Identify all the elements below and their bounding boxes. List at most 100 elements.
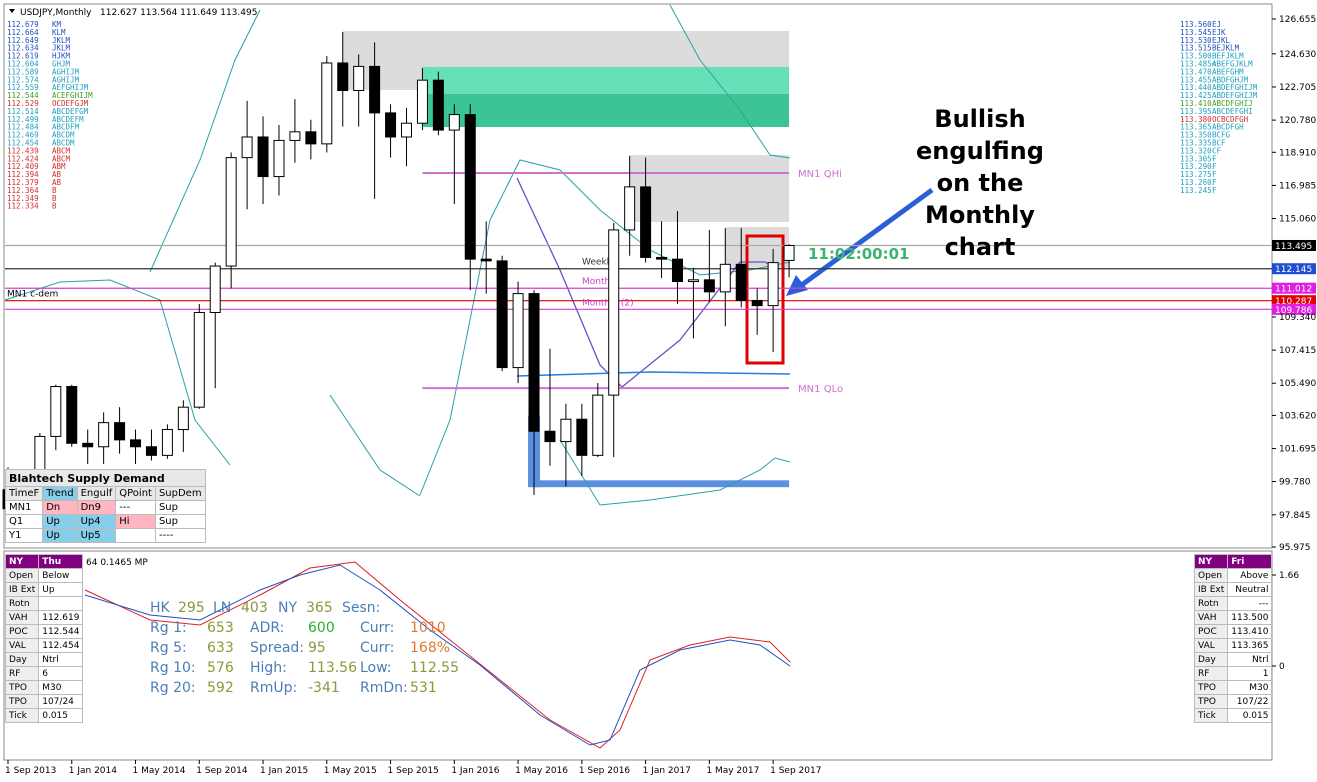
stat-value: 576 (207, 660, 234, 676)
row: TPO M30 (1193, 680, 1273, 695)
line-label: Monthly (582, 277, 619, 287)
y-tick-label: 103.620 (1279, 411, 1316, 421)
profile-tpo: ABEFGHM (1212, 67, 1244, 76)
profile-tpo: JKLM (52, 36, 71, 45)
profile-price: 112.649 (7, 36, 39, 45)
cell-value: 0.015 (38, 708, 84, 723)
cell: Up (42, 528, 78, 543)
profile-tpo: AGHIJM (52, 75, 80, 84)
stat-value: 1010 (410, 620, 446, 636)
cell: Up (42, 514, 78, 529)
profile-tpo: EJKL (1212, 36, 1231, 45)
cell-label: VAH (1193, 610, 1229, 625)
cell-value (38, 596, 84, 611)
annotation: on the (937, 169, 1024, 197)
cell-value: Ntrl (1227, 652, 1273, 667)
row: POC 112.544 (4, 624, 84, 639)
stat-value: 365 (306, 600, 333, 616)
candle-body (241, 136, 253, 159)
header: Engulf (76, 486, 117, 501)
head: Fri (1227, 554, 1273, 569)
purple-line (516, 177, 779, 388)
profile-tpo: F (1212, 154, 1217, 163)
highlight-box (745, 234, 785, 365)
cell-label: Tick (4, 708, 40, 723)
x-tick-label: 1 May 2014 (133, 766, 186, 776)
profile-tpo: BEFJKLM (1212, 52, 1244, 61)
candle-body (337, 62, 349, 92)
candle-body (671, 258, 683, 283)
candle-body (512, 293, 524, 369)
cell-label: RF (4, 666, 40, 681)
y-tick-label: 124.630 (1279, 50, 1316, 60)
candle-body (560, 418, 572, 443)
profile-price: 113.500 (1180, 52, 1212, 61)
stat-label: LN (213, 600, 231, 616)
cell-label: Day (4, 652, 40, 667)
price-tag-bg (1272, 239, 1316, 251)
profile-tpo: ABM (52, 162, 66, 171)
cell-value: Up (38, 582, 84, 597)
annotation: Bullish (934, 105, 1025, 133)
annotation: Monthly (925, 201, 1035, 229)
zone (629, 155, 790, 222)
row: NY Fri (1193, 554, 1273, 569)
y-tick-label: 120.780 (1279, 116, 1316, 126)
y-tick-label: 122.705 (1279, 83, 1316, 93)
profile-price: 113.455 (1180, 75, 1212, 84)
profile-price: 113.305 (1180, 154, 1212, 163)
profile-tpo: F (1212, 186, 1217, 195)
header: SupDem (154, 486, 206, 501)
cell (115, 528, 156, 543)
countdown: 11:02:00:01 (808, 245, 910, 263)
profile-tpo: F (1212, 170, 1217, 179)
row: VAL 113.365 (1193, 638, 1273, 653)
profile-price: 112.544 (7, 91, 39, 100)
candle-body (353, 65, 365, 92)
profile-price: 112.499 (7, 115, 39, 124)
profile-tpo: F (1212, 178, 1217, 187)
stat-value: 112.55 (410, 660, 459, 676)
profile-price: 112.514 (7, 107, 39, 116)
profile-tpo: ABCDEFGM (52, 107, 89, 116)
profile-price: 113.350 (1180, 131, 1212, 140)
cell-value: 112.619 (38, 610, 84, 625)
candle-body (624, 186, 636, 231)
stat-value: 592 (207, 680, 234, 696)
row: NY Thu (4, 554, 84, 569)
menu-icon[interactable] (9, 9, 15, 13)
stat-label: Rg 10: (150, 660, 196, 676)
row: Open Above (1193, 568, 1273, 583)
profile-price: 113.530 (1180, 36, 1212, 45)
osc-red (84, 561, 791, 749)
profile-tpo: CF (1212, 146, 1222, 155)
cell-value: 113.365 (1227, 638, 1273, 653)
profile-tpo: B (52, 186, 57, 195)
price-tag: 112.145 (1275, 265, 1312, 275)
profile-price: 112.409 (7, 162, 39, 171)
zone (422, 66, 790, 94)
profile-tpo: EJ (1212, 20, 1221, 29)
profile-price: 113.515 (1180, 44, 1212, 53)
profile-price: 113.485< (1180, 60, 1217, 69)
profile-tpo: ABDEFGHIJM (1212, 91, 1258, 100)
candle-body (401, 122, 412, 138)
profile-tpo: KLM (52, 28, 66, 37)
profile-price: 113.470 (1180, 67, 1212, 76)
profile-price: 112.559 (7, 83, 39, 92)
x-tick-label: 1 Jan 2017 (643, 766, 691, 776)
osc-blue (84, 564, 791, 746)
row: MN1 Dn Dn9 --- Sup (4, 500, 206, 515)
candle-body (289, 131, 301, 141)
price-tag-bg (1272, 303, 1316, 315)
header: TimeF (4, 486, 44, 501)
candle-body (608, 229, 620, 396)
cell-label: Open (1193, 568, 1229, 583)
profile-price: 112.634 (7, 44, 39, 53)
candle-body (50, 386, 62, 437)
row: Blahtech Supply Demand (5, 469, 206, 487)
stat-value: 531 (410, 680, 437, 696)
band-lower (329, 394, 791, 506)
profile-tpo: AB (52, 178, 62, 187)
profile-price: 113.440 (1180, 83, 1212, 92)
